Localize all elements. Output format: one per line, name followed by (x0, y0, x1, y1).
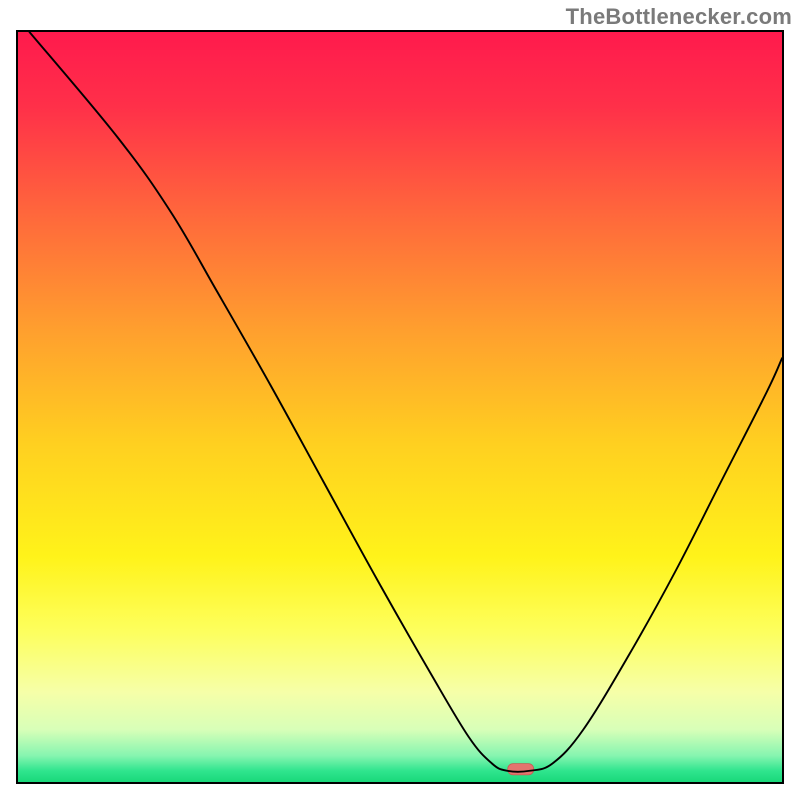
plot-svg (18, 32, 782, 782)
plot-area (16, 30, 784, 784)
gradient-background (18, 32, 782, 782)
figure-root: TheBottlenecker.com (0, 0, 800, 800)
optimum-marker (508, 764, 534, 775)
watermark-text: TheBottlenecker.com (566, 4, 792, 30)
